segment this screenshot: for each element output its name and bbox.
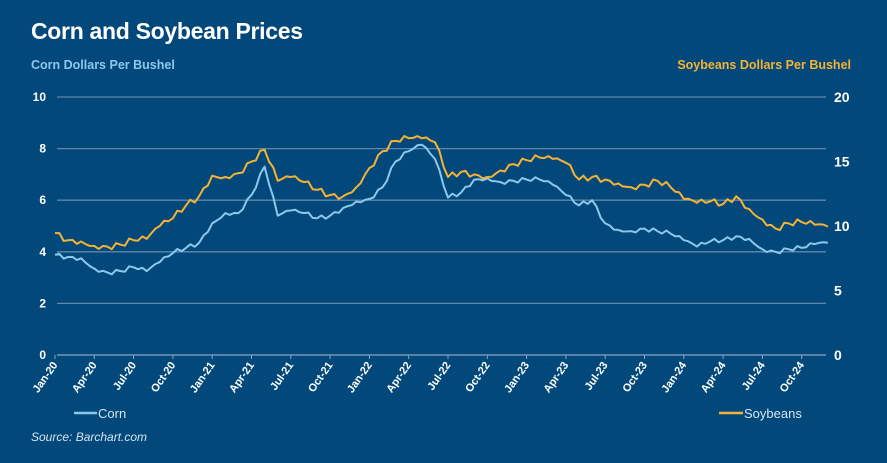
left-tick-label: 8 [39,142,46,156]
right-tick-label: 0 [834,347,842,363]
left-tick-label: 4 [39,245,46,259]
x-tick-label: Jan-23 [502,360,532,395]
gridlines [57,96,826,356]
x-tick-label: Jul-24 [740,359,769,393]
right-tick-label: 15 [834,154,850,170]
left-tick-label: 2 [39,296,46,310]
x-tick-label: Oct-20 [149,360,178,395]
chart-title: Corn and Soybean Prices [31,18,303,44]
x-tick-label: Jul-20 [111,360,139,393]
right-tick-label: 10 [834,218,850,234]
left-axis-label: Corn Dollars Per Bushel [31,58,175,72]
left-tick-label: 0 [39,348,46,362]
x-tick-label: Apr-21 [227,360,257,395]
x-tick-label: Apr-24 [699,359,729,395]
x-tick-label: Oct-23 [620,360,649,395]
right-axis-ticks: 0 5 10 15 20 [834,89,850,363]
right-tick-label: 20 [834,89,850,105]
x-tick-label: Apr-20 [70,360,100,395]
right-axis-label: Soybeans Dollars Per Bushel [677,58,851,72]
x-tick-label: Oct-21 [306,360,335,395]
x-tick-label: Jan-22 [345,360,375,395]
x-axis: Jan-20 Apr-20 Jul-20 Oct-20 Jan-21 Apr-21 Jul-… [31,355,808,395]
x-tick-label: Jul-23 [583,360,611,393]
legend-label-soybeans: Soybeans [744,406,802,421]
x-tick-label: Apr-22 [384,360,414,395]
left-axis-ticks: 0 2 4 6 8 10 [33,90,47,362]
right-tick-label: 5 [834,283,842,299]
series-line-corn [54,143,829,276]
left-tick-label: 10 [33,90,47,104]
series-line-soybeans [55,135,829,251]
x-tick-label: Jan-20 [31,360,61,395]
source-note: Source: Barchart.com [31,430,148,444]
x-tick-label: Apr-23 [542,360,572,395]
x-tick-label: Oct-22 [463,360,492,395]
left-tick-label: 6 [39,193,46,207]
x-tick-label: Jul-22 [425,360,453,393]
legend-label-corn: Corn [98,406,126,421]
x-tick-label: Jan-24 [659,359,689,395]
x-tick-label: Jan-21 [188,360,218,395]
series-lines [54,135,829,276]
legend: Corn Soybeans [74,406,802,421]
x-tick-label: Oct-24 [778,359,808,395]
x-tick-label: Jul-21 [268,360,296,393]
